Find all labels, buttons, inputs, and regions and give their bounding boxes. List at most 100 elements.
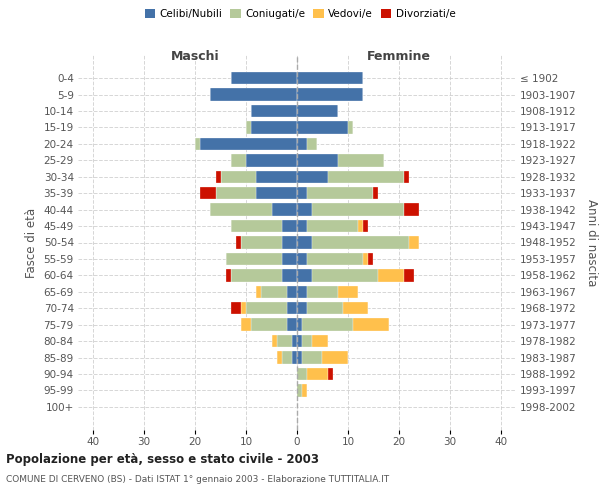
Bar	[277, 352, 282, 364]
Bar	[307, 187, 373, 200]
Bar	[297, 253, 307, 265]
Bar	[379, 269, 404, 281]
Bar	[297, 269, 312, 281]
Bar	[297, 368, 307, 380]
Bar	[297, 318, 302, 331]
Bar	[251, 122, 297, 134]
Bar	[307, 220, 358, 232]
Bar	[200, 187, 215, 200]
Y-axis label: Fasce di età: Fasce di età	[25, 208, 38, 278]
Bar	[292, 335, 297, 347]
Bar	[231, 269, 282, 281]
Text: Popolazione per età, sesso e stato civile - 2003: Popolazione per età, sesso e stato civil…	[6, 452, 319, 466]
Legend: Celibi/Nubili, Coniugati/e, Vedovi/e, Divorziati/e: Celibi/Nubili, Coniugati/e, Vedovi/e, Di…	[140, 5, 460, 24]
Bar	[282, 236, 297, 248]
Bar	[246, 122, 251, 134]
Bar	[297, 335, 302, 347]
Bar	[282, 269, 297, 281]
Bar	[328, 170, 404, 183]
Bar	[338, 286, 358, 298]
Bar	[307, 368, 328, 380]
Bar	[404, 269, 414, 281]
Bar	[404, 170, 409, 183]
Bar	[231, 154, 246, 166]
Bar	[272, 204, 297, 216]
Bar	[262, 286, 287, 298]
Bar	[312, 236, 409, 248]
Bar	[302, 318, 353, 331]
Bar	[373, 187, 379, 200]
Bar	[297, 138, 307, 150]
Bar	[302, 352, 322, 364]
Bar	[297, 352, 302, 364]
Bar	[251, 318, 287, 331]
Bar	[358, 220, 363, 232]
Bar	[312, 269, 379, 281]
Bar	[363, 253, 368, 265]
Bar	[282, 220, 297, 232]
Bar	[363, 220, 368, 232]
Bar	[241, 318, 251, 331]
Bar	[297, 302, 307, 314]
Bar	[312, 335, 328, 347]
Bar	[282, 352, 292, 364]
Bar	[287, 318, 297, 331]
Bar	[404, 204, 419, 216]
Bar	[211, 88, 297, 101]
Bar	[287, 286, 297, 298]
Bar	[272, 335, 277, 347]
Bar	[241, 236, 282, 248]
Bar	[256, 170, 297, 183]
Bar	[353, 318, 389, 331]
Bar	[312, 204, 404, 216]
Bar	[282, 253, 297, 265]
Bar	[231, 72, 297, 85]
Bar	[231, 302, 241, 314]
Bar	[338, 154, 383, 166]
Bar	[292, 352, 297, 364]
Text: Femmine: Femmine	[367, 50, 431, 64]
Bar	[287, 302, 297, 314]
Bar	[277, 335, 292, 347]
Bar	[307, 286, 338, 298]
Bar	[297, 122, 348, 134]
Bar	[297, 220, 307, 232]
Bar	[307, 138, 317, 150]
Bar	[231, 220, 282, 232]
Bar	[246, 154, 297, 166]
Bar	[328, 368, 332, 380]
Text: Maschi: Maschi	[171, 50, 220, 64]
Y-axis label: Anni di nascita: Anni di nascita	[585, 199, 598, 286]
Bar	[302, 384, 307, 396]
Bar	[226, 253, 282, 265]
Bar	[368, 253, 373, 265]
Text: COMUNE DI CERVENO (BS) - Dati ISTAT 1° gennaio 2003 - Elaborazione TUTTITALIA.IT: COMUNE DI CERVENO (BS) - Dati ISTAT 1° g…	[6, 475, 389, 484]
Bar	[215, 187, 256, 200]
Bar	[297, 154, 338, 166]
Bar	[297, 286, 307, 298]
Bar	[200, 138, 297, 150]
Bar	[322, 352, 348, 364]
Bar	[297, 204, 312, 216]
Bar	[236, 236, 241, 248]
Bar	[343, 302, 368, 314]
Bar	[409, 236, 419, 248]
Bar	[297, 170, 328, 183]
Bar	[297, 105, 338, 117]
Bar	[221, 170, 256, 183]
Bar	[241, 302, 246, 314]
Bar	[195, 138, 200, 150]
Bar	[211, 204, 272, 216]
Bar	[297, 72, 363, 85]
Bar	[251, 105, 297, 117]
Bar	[307, 302, 343, 314]
Bar	[297, 236, 312, 248]
Bar	[348, 122, 353, 134]
Bar	[215, 170, 221, 183]
Bar	[297, 187, 307, 200]
Bar	[297, 384, 302, 396]
Bar	[297, 88, 363, 101]
Bar	[226, 269, 231, 281]
Bar	[307, 253, 363, 265]
Bar	[246, 302, 287, 314]
